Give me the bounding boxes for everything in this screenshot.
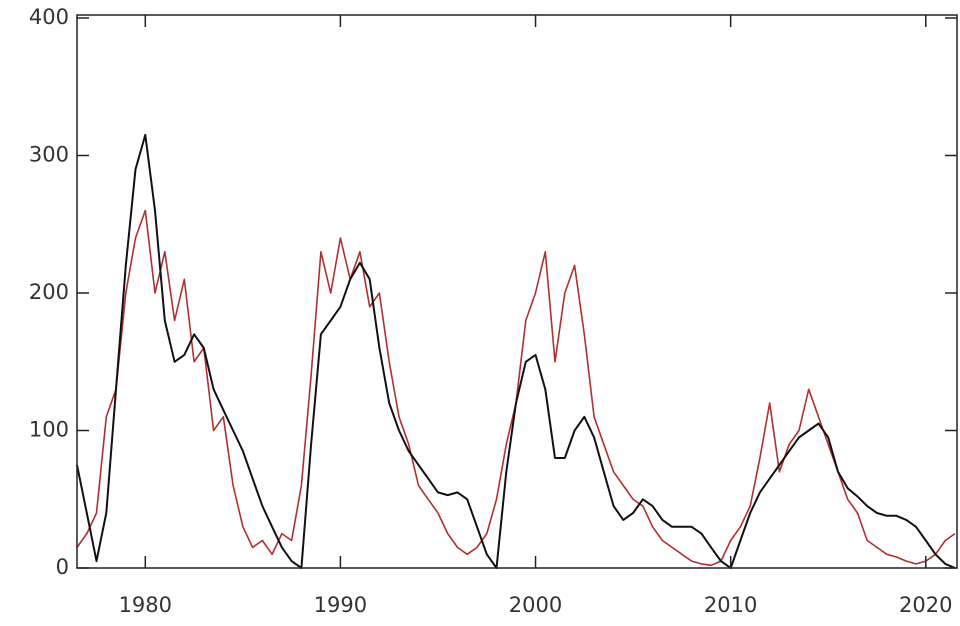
y-tick-label: 200 [29, 280, 69, 304]
plot-frame [76, 14, 958, 569]
x-tick-label: 2020 [899, 593, 952, 617]
y-tick-label: 300 [29, 143, 69, 167]
data-line [76, 133, 956, 569]
x-tick-label: 2010 [704, 593, 757, 617]
x-tick-label: 2000 [509, 593, 562, 617]
x-tick-label: 1980 [119, 593, 172, 617]
data-line [76, 209, 956, 567]
y-tick-label: 0 [56, 555, 69, 579]
y-tick-label: 100 [29, 418, 69, 442]
x-tick-label: 1990 [314, 593, 367, 617]
y-tick-label: 400 [29, 5, 69, 29]
